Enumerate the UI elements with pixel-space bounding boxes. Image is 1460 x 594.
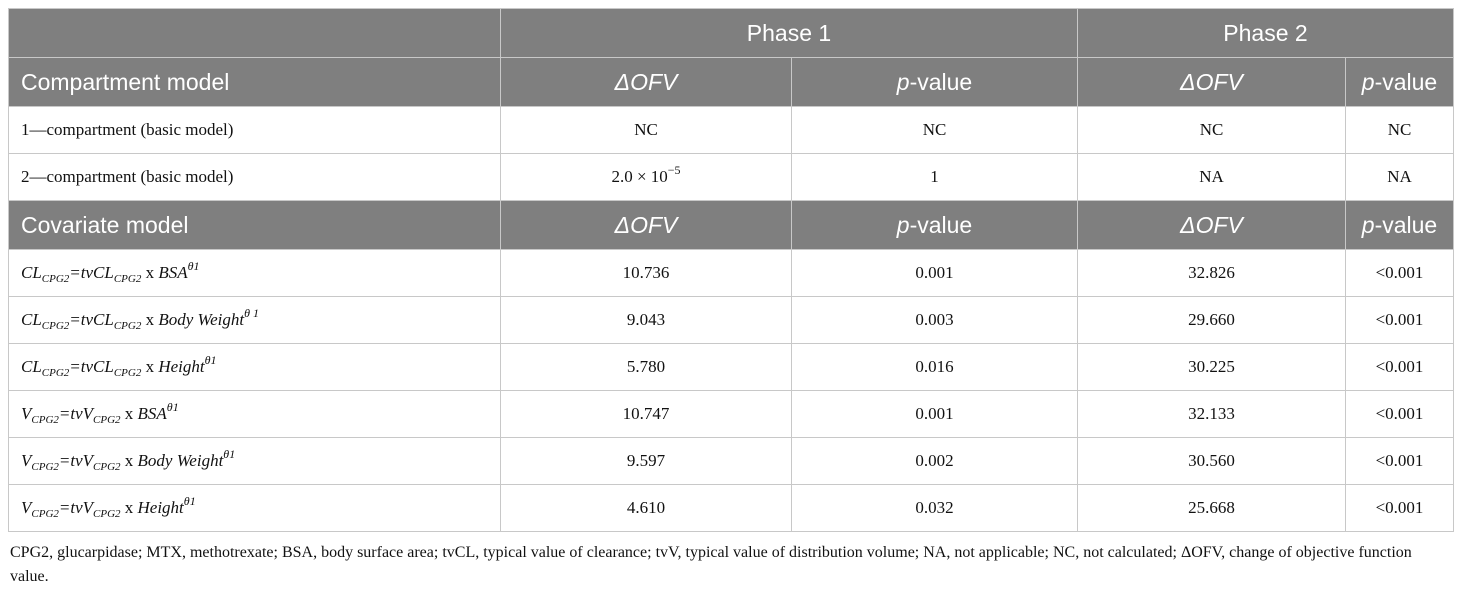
phase1-pvalue-header: p-value — [791, 200, 1078, 250]
row-label: 1—compartment (basic model) — [8, 106, 501, 154]
phase1-pvalue-cell: 0.032 — [791, 484, 1078, 532]
phase1-pvalue-cell: 0.003 — [791, 296, 1078, 344]
phase1-dofv-cell: 10.736 — [500, 249, 792, 297]
covariate-header-row: Covariate model ΔOFV p-value ΔOFV p-valu… — [8, 200, 1454, 250]
phase1-dofv-header: ΔOFV — [500, 57, 792, 107]
model-equation: VCPG2=tvVCPG2 x BSAθ1 — [8, 390, 501, 438]
model-equation: CLCPG2=tvCLCPG2 x Body Weightθ 1 — [8, 296, 501, 344]
row-label: 2—compartment (basic model) — [8, 153, 501, 201]
phase1-dofv-cell: 9.597 — [500, 437, 792, 485]
covariate-section-title: Covariate model — [8, 200, 501, 250]
phase1-pvalue-cell: 0.016 — [791, 343, 1078, 391]
phase1-pvalue-cell: 0.001 — [791, 390, 1078, 438]
phase2-pvalue-header: p-value — [1345, 57, 1454, 107]
phase2-dofv-cell: 30.225 — [1077, 343, 1346, 391]
phase1-dofv-cell: NC — [500, 106, 792, 154]
phase2-pvalue-header: p-value — [1345, 200, 1454, 250]
covariate-rows: CLCPG2=tvCLCPG2 x BSAθ1 10.736 0.001 32.826… — [8, 249, 1454, 532]
phase2-dofv-cell: NA — [1077, 153, 1346, 201]
phase-header-row: Phase 1 Phase 2 — [8, 8, 1454, 58]
compartment-header-row: Compartment model ΔOFV p-value ΔOFV p-va… — [8, 57, 1454, 107]
phase2-pvalue-cell: <0.001 — [1345, 249, 1454, 297]
phase2-pvalue-cell: <0.001 — [1345, 484, 1454, 532]
phase2-dofv-header: ΔOFV — [1077, 200, 1346, 250]
corner-cell — [8, 8, 501, 58]
phase1-dofv-cell: 9.043 — [500, 296, 792, 344]
results-table: Phase 1 Phase 2 Compartment model ΔOFV p… — [8, 8, 1454, 532]
table-row: VCPG2=tvVCPG2 x BSAθ1 10.747 0.001 32.133 <0… — [8, 390, 1454, 438]
phase1-header: Phase 1 — [500, 8, 1078, 58]
phase2-pvalue-cell: NC — [1345, 106, 1454, 154]
phase2-dofv-cell: 29.660 — [1077, 296, 1346, 344]
table-row: CLCPG2=tvCLCPG2 x Heightθ1 5.780 0.016 30.2… — [8, 343, 1454, 391]
phase2-dofv-cell: 32.826 — [1077, 249, 1346, 297]
table-row: CLCPG2=tvCLCPG2 x BSAθ1 10.736 0.001 32.826… — [8, 249, 1454, 297]
phase1-dofv-cell: 10.747 — [500, 390, 792, 438]
phase2-dofv-header: ΔOFV — [1077, 57, 1346, 107]
phase2-pvalue-cell: <0.001 — [1345, 343, 1454, 391]
model-equation: VCPG2=tvVCPG2 x Heightθ1 — [8, 484, 501, 532]
phase1-dofv-header: ΔOFV — [500, 200, 792, 250]
phase2-dofv-cell: 25.668 — [1077, 484, 1346, 532]
table-row: 1—compartment (basic model) NC NC NC NC — [8, 106, 1454, 154]
model-equation: VCPG2=tvVCPG2 x Body Weightθ1 — [8, 437, 501, 485]
phase2-header: Phase 2 — [1077, 8, 1454, 58]
phase2-dofv-cell: 30.560 — [1077, 437, 1346, 485]
table-row: VCPG2=tvVCPG2 x Body Weightθ1 9.597 0.002 3… — [8, 437, 1454, 485]
compartment-section-title: Compartment model — [8, 57, 501, 107]
phase2-pvalue-cell: NA — [1345, 153, 1454, 201]
phase1-dofv-cell: 5.780 — [500, 343, 792, 391]
phase1-dofv-cell: 4.610 — [500, 484, 792, 532]
phase1-pvalue-cell: 0.001 — [791, 249, 1078, 297]
phase1-pvalue-cell: 1 — [791, 153, 1078, 201]
phase2-dofv-cell: NC — [1077, 106, 1346, 154]
phase1-pvalue-header: p-value — [791, 57, 1078, 107]
phase2-pvalue-cell: <0.001 — [1345, 390, 1454, 438]
table-row: CLCPG2=tvCLCPG2 x Body Weightθ 1 9.043 0.0… — [8, 296, 1454, 344]
phase2-dofv-cell: 32.133 — [1077, 390, 1346, 438]
table-footnote: CPG2, glucarpidase; MTX, methotrexate; B… — [10, 544, 1412, 585]
phase1-pvalue-cell: NC — [791, 106, 1078, 154]
phase1-pvalue-cell: 0.002 — [791, 437, 1078, 485]
phase1-dofv-cell: 2.0 × 10−5 — [500, 153, 792, 201]
phase2-pvalue-cell: <0.001 — [1345, 437, 1454, 485]
model-equation: CLCPG2=tvCLCPG2 x Heightθ1 — [8, 343, 501, 391]
table-container: Phase 1 Phase 2 Compartment model ΔOFV p… — [8, 8, 1454, 532]
table-row: VCPG2=tvVCPG2 x Heightθ1 4.610 0.032 25.668… — [8, 484, 1454, 532]
phase2-pvalue-cell: <0.001 — [1345, 296, 1454, 344]
table-row: 2—compartment (basic model) 2.0 × 10−5 1… — [8, 153, 1454, 201]
model-equation: CLCPG2=tvCLCPG2 x BSAθ1 — [8, 249, 501, 297]
